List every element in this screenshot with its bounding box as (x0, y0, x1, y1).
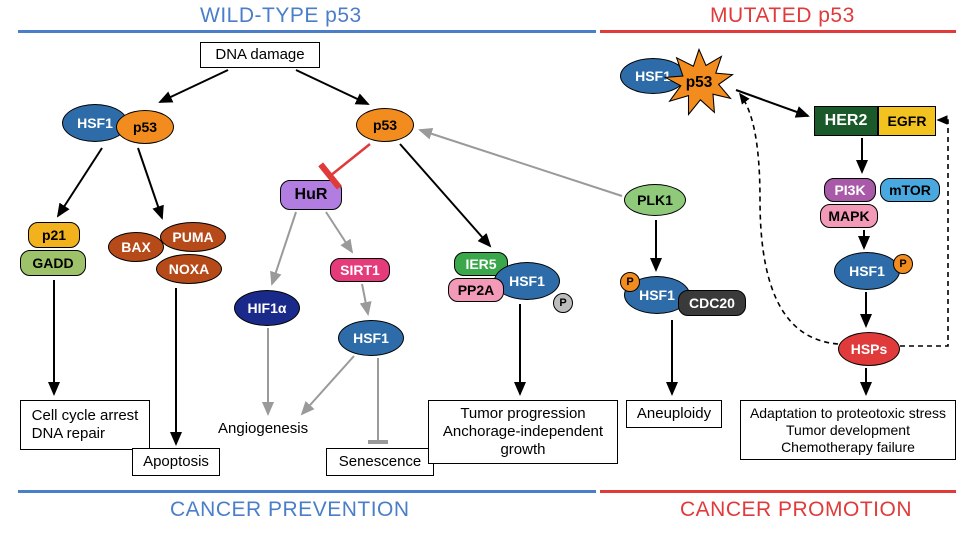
outcome-apoptosis: Apoptosis (132, 448, 220, 476)
cdc20-node: CDC20 (678, 290, 746, 316)
outcome-aneuploidy: Aneuploidy (626, 400, 722, 428)
label-angiogenesis: Angiogenesis (218, 420, 308, 437)
outcome-cellcycle: Cell cycle arrest DNA repair (20, 400, 150, 450)
p21-node: p21 (28, 222, 80, 248)
her2-node: HER2 (814, 106, 878, 136)
rule-top-right (600, 30, 956, 33)
noxa-node: NOXA (156, 254, 222, 284)
hif1a-node: HIF1α (234, 290, 300, 326)
outcome-proteotoxic: Adaptation to proteotoxic stress Tumor d… (740, 400, 956, 460)
pi3k-node: PI3K (824, 178, 876, 202)
hsf1-cdc20-p-badge: P (620, 272, 640, 292)
rule-bottom-right (600, 490, 956, 493)
hsf1-kinase-p-badge: P (893, 254, 913, 274)
plk1-node: PLK1 (624, 184, 686, 216)
hur-node: HuR (280, 180, 342, 210)
outcome-senescence: Senescence (326, 448, 434, 476)
puma-node: PUMA (160, 222, 226, 252)
outcome-tumor-progression: Tumor progression Anchorage-independent … (428, 400, 618, 464)
hsf1-kinase: HSF1 (834, 252, 900, 290)
pp2a-p-badge: P (553, 293, 573, 313)
rule-bottom-left (18, 490, 596, 493)
header-mutated: MUTATED p53 (710, 4, 855, 28)
egfr-node: EGFR (878, 106, 936, 136)
gadd-node: GADD (20, 250, 86, 276)
svg-text:p53: p53 (686, 74, 713, 91)
footer-promotion: CANCER PROMOTION (680, 498, 912, 522)
sirt1-node: SIRT1 (330, 258, 390, 282)
hsf1-ier5: HSF1 (494, 262, 560, 300)
bax-node: BAX (108, 232, 164, 262)
footer-prevention: CANCER PREVENTION (170, 498, 410, 522)
rule-top-left (18, 30, 596, 33)
pp2a-node: PP2A (448, 278, 504, 302)
p53-starburst: p53 (664, 48, 734, 118)
hsf1-sirt1: HSF1 (338, 320, 404, 356)
hsps-node: HSPs (838, 332, 900, 366)
p53-left: p53 (116, 110, 174, 144)
dna-damage-box: DNA damage (200, 42, 320, 68)
mapk-node: MAPK (820, 204, 878, 228)
header-wildtype: WILD-TYPE p53 (200, 4, 362, 28)
mtor-node: mTOR (880, 178, 940, 202)
p53-center: p53 (356, 108, 414, 142)
